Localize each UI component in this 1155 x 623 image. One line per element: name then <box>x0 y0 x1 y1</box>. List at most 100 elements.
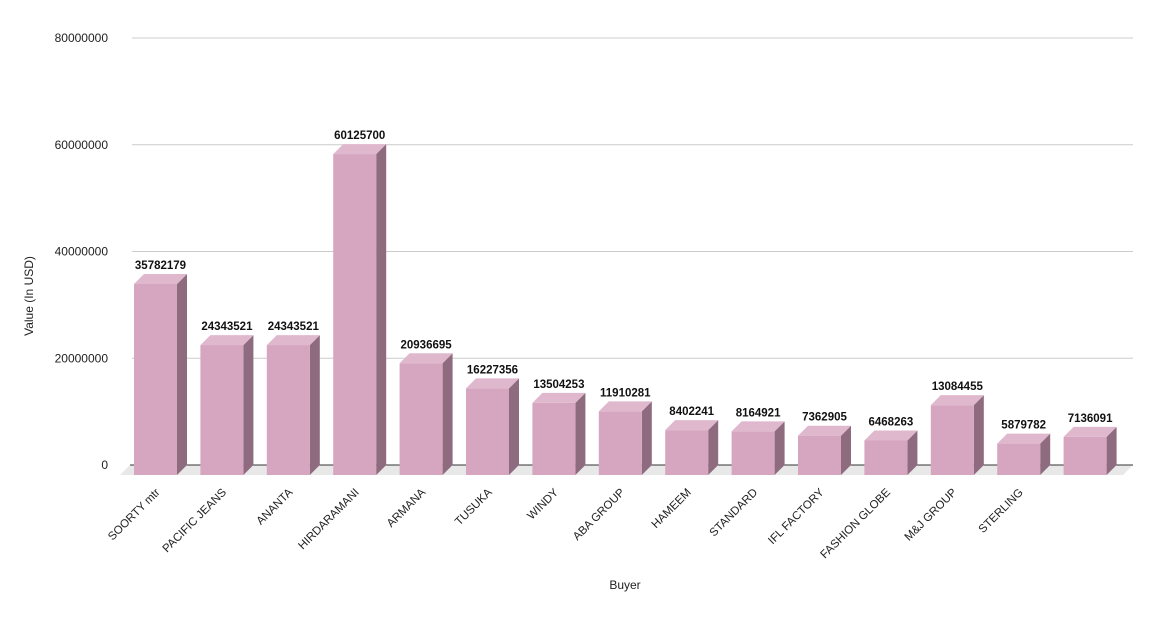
bar-front <box>200 345 244 475</box>
bar-top <box>1063 426 1117 437</box>
bar-top <box>200 335 254 346</box>
bar-top <box>731 421 785 432</box>
bar-top <box>266 335 320 346</box>
bar-top <box>134 274 187 285</box>
bar <box>598 401 652 475</box>
bar <box>200 335 254 475</box>
data-label: 11910281 <box>600 387 651 399</box>
bar-top <box>333 144 387 155</box>
bar-side <box>509 378 519 475</box>
x-tick-label: ARMANA <box>385 486 429 530</box>
bar-side <box>708 420 719 475</box>
y-axis-ticks: 0 20000000 40000000 60000000 80000000 <box>55 31 109 472</box>
x-tick-label: HIRDARAMANI <box>296 487 361 552</box>
data-label: 7362905 <box>802 412 847 424</box>
data-label: 16227356 <box>467 364 518 376</box>
data-label: 6468263 <box>869 416 914 428</box>
bar <box>399 353 453 475</box>
bar-front <box>798 435 841 475</box>
y-tick-label: 40000000 <box>55 245 109 259</box>
bar <box>134 274 187 475</box>
bar-top <box>798 425 851 436</box>
y-tick-label: 80000000 <box>55 31 109 45</box>
bar <box>864 430 918 475</box>
bar-side <box>309 335 320 475</box>
bar-side <box>376 144 387 475</box>
bar <box>731 421 785 475</box>
bar-side <box>1040 433 1051 475</box>
bar-top <box>399 353 453 364</box>
bar-front <box>930 405 974 475</box>
bar-front <box>333 154 377 475</box>
bar <box>1063 426 1117 475</box>
bar-top <box>864 430 918 441</box>
bar-front <box>731 431 775 475</box>
data-label: 60125700 <box>334 130 385 142</box>
y-tick-label: 60000000 <box>55 138 109 152</box>
bar-side <box>442 353 453 475</box>
bar <box>333 144 387 475</box>
bar <box>930 395 984 475</box>
bar <box>266 335 320 475</box>
data-labels: 35782179 24343521 24343521 60125700 20936695… <box>135 130 1113 432</box>
data-label: 13504253 <box>533 379 584 391</box>
x-tick-label: STERLING <box>977 487 1026 536</box>
data-label: 35782179 <box>135 260 186 272</box>
x-tick-label: WINDY <box>525 486 561 522</box>
bar-front <box>134 284 177 475</box>
y-tick-label: 20000000 <box>55 351 109 365</box>
data-label: 8402241 <box>669 406 714 418</box>
bar-side <box>641 401 652 475</box>
x-tick-label: ABA GROUP <box>571 486 628 543</box>
bar-front <box>598 411 642 475</box>
bar <box>466 378 519 475</box>
data-label: 7136091 <box>1068 413 1113 425</box>
bar <box>997 433 1051 475</box>
bar-side <box>973 395 984 475</box>
bar-side <box>907 430 918 475</box>
bar-side <box>841 425 851 475</box>
bar-side <box>177 274 187 475</box>
data-label: 24343521 <box>268 321 320 333</box>
data-label: 24343521 <box>201 321 253 333</box>
x-tick-label: ANANTA <box>255 486 296 527</box>
x-tick-label: IFL FACTORY <box>766 486 827 547</box>
x-axis-label: Buyer <box>609 578 640 592</box>
bar-front <box>532 402 576 475</box>
x-tick-label: HAMEEM <box>650 487 694 531</box>
bar-top <box>997 433 1051 444</box>
bar-front <box>399 363 443 475</box>
bar <box>665 420 719 475</box>
bar-front <box>466 388 509 475</box>
bar <box>532 392 586 475</box>
bar-top <box>532 392 586 403</box>
bar-front <box>266 345 310 475</box>
data-label: 8164921 <box>736 407 781 419</box>
bar-side <box>1106 426 1117 475</box>
bar-top <box>665 420 719 431</box>
gridlines <box>132 37 1133 359</box>
bar-top <box>466 378 519 389</box>
y-tick-label: 0 <box>101 458 108 472</box>
data-label: 20936695 <box>401 339 453 351</box>
bar-top <box>930 395 984 406</box>
y-axis-label: Value (In USD) <box>22 256 36 336</box>
bar-side <box>774 421 785 475</box>
x-tick-label: M&J GROUP <box>903 486 960 543</box>
bar-front <box>864 440 908 475</box>
bar-front <box>1063 436 1107 475</box>
bar-front <box>997 443 1041 475</box>
bar-top <box>598 401 652 412</box>
bar-front <box>665 430 709 475</box>
x-tick-label: FASHION GLOBE <box>819 486 894 561</box>
x-tick-label: PACIFIC JEANS <box>161 486 230 555</box>
x-tick-label: SOORTY mtr <box>106 487 163 544</box>
bar-side <box>575 392 586 475</box>
x-tick-label: TUSUKA <box>453 486 495 528</box>
bar-side <box>243 335 254 475</box>
data-label: 13084455 <box>932 381 984 393</box>
x-tick-label: STANDARD <box>708 487 761 540</box>
bars <box>134 144 1117 475</box>
